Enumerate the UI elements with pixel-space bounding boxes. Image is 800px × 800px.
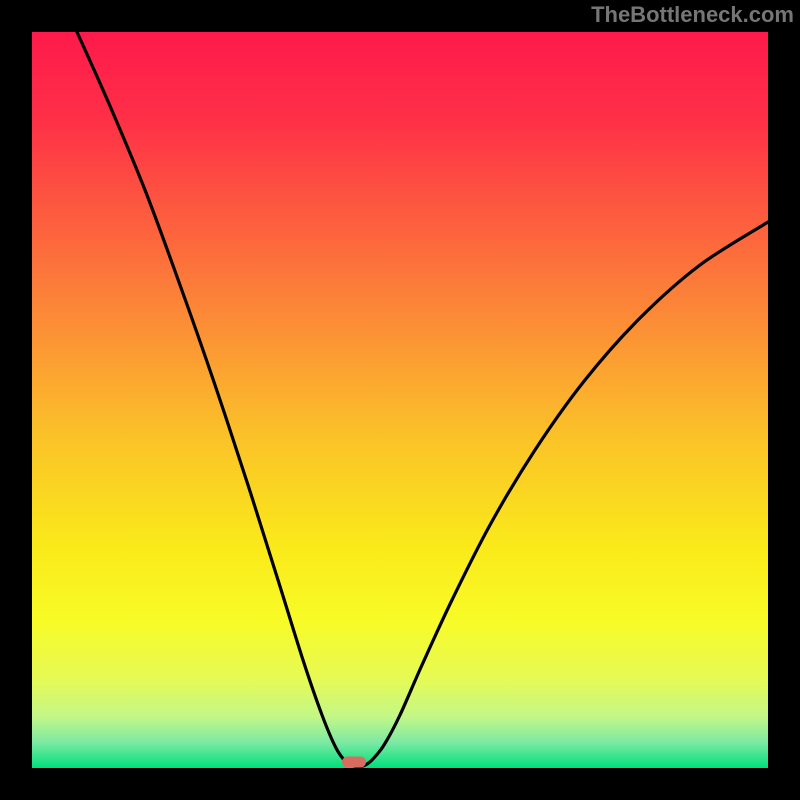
optimum-marker [342, 757, 366, 768]
plot-background [32, 32, 768, 768]
chart-container: TheBottleneck.com [0, 0, 800, 800]
watermark-text: TheBottleneck.com [591, 2, 794, 28]
bottleneck-chart [0, 0, 800, 800]
